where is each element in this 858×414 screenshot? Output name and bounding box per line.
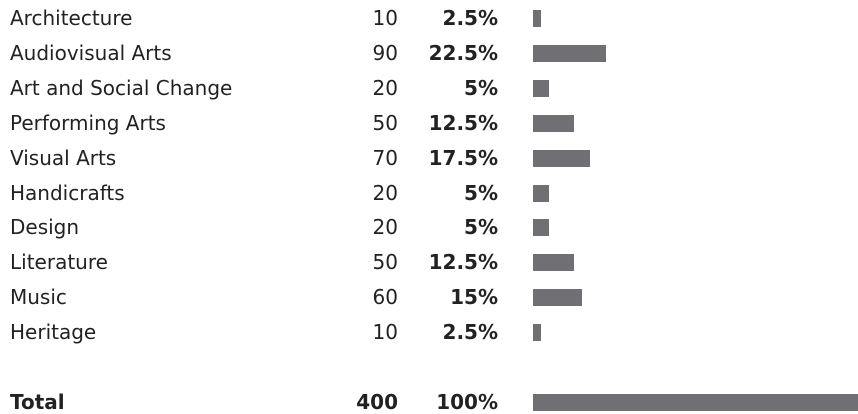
row-percent: 12.5%	[428, 250, 498, 275]
row-count: 10	[372, 6, 398, 30]
row-percent: 100%	[436, 390, 498, 414]
percent-bar	[533, 44, 607, 62]
percent-bar	[533, 254, 574, 272]
row-percent: 5%	[464, 215, 498, 240]
row-label: Visual Arts	[10, 145, 117, 170]
row-label: Handicrafts	[10, 180, 125, 205]
row-count: 20	[372, 75, 398, 100]
row-percent: 12.5%	[428, 110, 498, 135]
percent-bar	[533, 219, 550, 237]
percent-bar	[533, 394, 858, 411]
percent-bar	[533, 114, 574, 132]
row-label: Total	[10, 390, 65, 414]
row-count: 70	[372, 145, 398, 170]
percent-bar	[533, 289, 582, 307]
row-count: 20	[372, 215, 398, 240]
row-label: Literature	[10, 250, 108, 275]
row-count: 400	[356, 390, 398, 414]
row-label: Audiovisual Arts	[10, 40, 172, 65]
percent-bar	[533, 79, 550, 97]
row-count: 50	[372, 250, 398, 275]
percent-bar	[533, 149, 590, 167]
row-percent: 5%	[464, 180, 498, 205]
row-label: Heritage	[10, 320, 97, 345]
row-percent: 17.5%	[428, 145, 498, 170]
row-label: Music	[10, 285, 67, 310]
percent-bar	[533, 10, 542, 27]
percent-bar	[533, 184, 550, 202]
row-percent: 5%	[464, 75, 498, 100]
row-percent: 22.5%	[428, 40, 498, 65]
row-count: 90	[372, 40, 398, 65]
row-percent: 15%	[450, 285, 498, 310]
row-count: 50	[372, 110, 398, 135]
row-label: Performing Arts	[10, 110, 166, 135]
percent-bar	[533, 324, 542, 342]
row-percent: 2.5%	[442, 6, 498, 30]
row-label: Art and Social Change	[10, 75, 233, 100]
row-label: Design	[10, 215, 80, 240]
row-label: Architecture	[10, 6, 133, 30]
row-count: 10	[372, 320, 398, 345]
row-percent: 2.5%	[442, 320, 498, 345]
row-count: 60	[372, 285, 398, 310]
row-count: 20	[372, 180, 398, 205]
